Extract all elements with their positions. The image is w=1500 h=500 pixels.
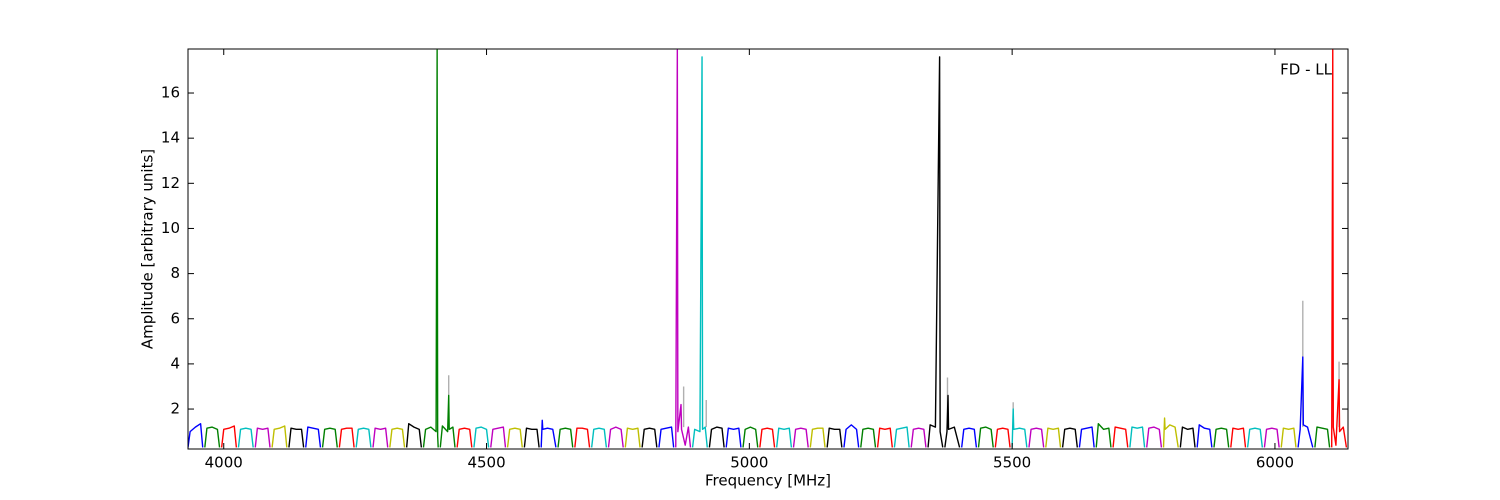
spectrum-line (1314, 426, 1331, 448)
spectrum-line (725, 427, 742, 448)
spectrum-line (1179, 426, 1196, 448)
y-tick-label: 8 (170, 264, 180, 282)
spectrum-line (473, 426, 490, 448)
spectrum-line (220, 425, 238, 448)
spectrum-line (792, 427, 809, 448)
spectrum-line (927, 56, 944, 448)
spectrum-line (188, 423, 204, 448)
spectrum-line (742, 426, 759, 448)
x-tick-label: 5000 (730, 454, 768, 472)
spectrum-line (590, 427, 608, 448)
y-axis-label: Amplitude [arbitrary units] (139, 149, 157, 349)
spectrum-line (422, 49, 439, 448)
spectrum-line (876, 427, 893, 448)
y-tick-label: 12 (161, 174, 180, 192)
spectrum-line (237, 427, 254, 448)
spectrum-line (1297, 356, 1314, 448)
spectrum-line (288, 427, 305, 448)
y-tick-label: 2 (170, 400, 180, 418)
spectrum-line (860, 427, 877, 448)
spectrum-line (944, 394, 961, 448)
spectrum-line (994, 427, 1011, 448)
spectrum-line (691, 56, 708, 448)
x-tick-label: 4500 (467, 454, 505, 472)
spectrum-line (607, 426, 624, 448)
spectrum-line (977, 426, 994, 448)
spectrum-line (305, 426, 322, 448)
spectrum-line (338, 427, 355, 448)
spectrum-line (1028, 427, 1045, 448)
spectrum-line (540, 419, 557, 448)
spectrum-line (523, 427, 540, 448)
spectrum-line (574, 427, 591, 448)
spectrum-line (1162, 417, 1179, 448)
spectrum-line (1263, 427, 1280, 448)
spectrum-line (1213, 427, 1230, 448)
axes-frame (187, 48, 1349, 450)
spectrum-line (708, 426, 725, 448)
spectrum-line (1331, 49, 1348, 448)
spectrum-line (254, 427, 271, 448)
spectrum-line (372, 427, 389, 448)
plot-area (188, 49, 1348, 448)
spectrum-line (1280, 427, 1297, 448)
y-tick-label: 10 (161, 219, 180, 237)
spectrum-line (675, 49, 692, 448)
spectrum-line (389, 427, 406, 448)
spectrum-line (910, 427, 927, 448)
spectrum-line (490, 426, 507, 448)
spectrum-line (1129, 426, 1146, 448)
spectrum-line (809, 427, 826, 448)
spectrum-line (1061, 427, 1079, 448)
spectrum-line (759, 427, 776, 448)
x-tick-label: 5500 (993, 454, 1031, 472)
spectrum-line (641, 427, 658, 448)
spectrum-line (1196, 424, 1213, 448)
spectrum-line (843, 424, 860, 448)
x-axis-label: Frequency [MHz] (705, 472, 831, 490)
spectrum-line (321, 427, 338, 448)
spectrum-line (1146, 426, 1163, 448)
spectrum-line (624, 427, 641, 448)
y-tick-label: 14 (161, 129, 180, 147)
spectrum-line (1095, 423, 1112, 448)
y-tick-label: 16 (161, 84, 180, 102)
spectrum-line (204, 426, 221, 448)
spectrum-line (1112, 426, 1129, 448)
spectrum-line (456, 427, 473, 448)
spectrum-line (1246, 427, 1264, 448)
spectrum-line (775, 427, 793, 448)
y-tick-label: 6 (170, 309, 180, 327)
spectrum-line (893, 426, 910, 448)
spectrum-line (1011, 408, 1028, 448)
spectrum-line (826, 427, 843, 448)
spectrum-line (405, 423, 423, 448)
spectrum-line (271, 425, 288, 448)
annotation: FD - LL (1280, 61, 1332, 79)
spectrum-line (557, 427, 574, 448)
spectrum-line (1230, 427, 1247, 448)
y-tick-label: 4 (170, 354, 180, 372)
spectrum-line (439, 394, 456, 448)
spectrum-line (506, 427, 523, 448)
spectrum-line (1045, 427, 1062, 448)
spectrum-line (960, 427, 978, 448)
spectrum-line (355, 427, 372, 448)
spectrum-line (1078, 426, 1095, 448)
x-tick-label: 6000 (1256, 454, 1294, 472)
spectrum-line (658, 426, 675, 448)
x-tick-label: 4000 (205, 454, 243, 472)
